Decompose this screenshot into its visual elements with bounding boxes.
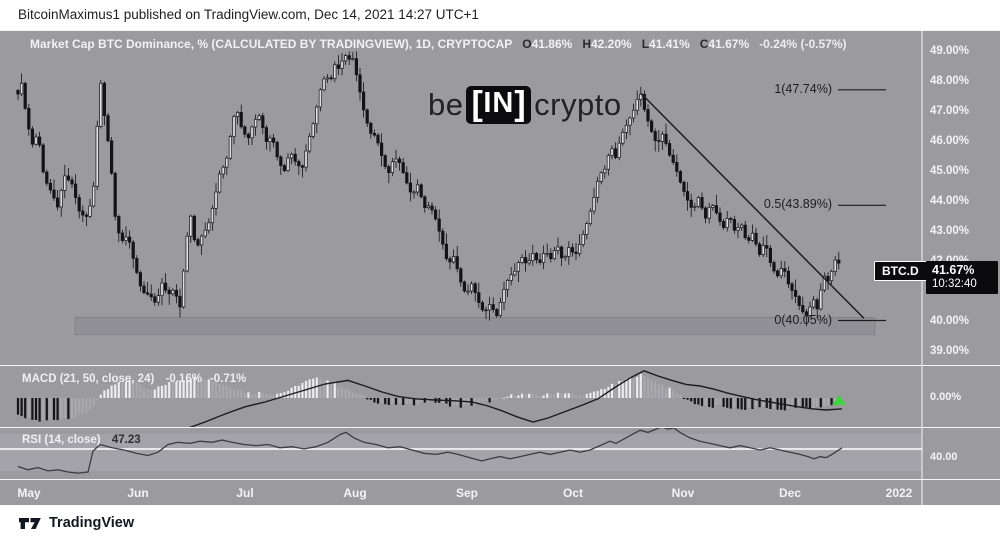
footer-bar: TradingView: [0, 505, 1000, 540]
price-tick: 40.00%: [930, 315, 970, 327]
price-tick: 47.00%: [930, 105, 970, 117]
ohlc-key: H: [582, 37, 591, 51]
price-tick: 45.00%: [930, 165, 970, 177]
price-tick: 49.00%: [930, 45, 970, 57]
price-tick: 43.00%: [930, 225, 970, 237]
bracket-close: ]: [514, 84, 527, 123]
chart-area[interactable]: Market Cap BTC Dominance, % (CALCULATED …: [0, 30, 1000, 505]
time-tick: Jun: [127, 486, 149, 500]
tradingview-brand: TradingView: [49, 514, 135, 531]
time-tick: May: [17, 486, 41, 500]
fib-level-label[interactable]: 1(47.74%): [774, 81, 832, 96]
watermark-box: [IN]: [466, 84, 532, 124]
rsi-title: RSI (14, close): [22, 434, 101, 446]
time-tick: Jul: [236, 486, 254, 500]
price-tick: 48.00%: [930, 75, 970, 87]
ohlc-values: O41.86% H42.20% L41.41% C41.67%: [512, 37, 749, 51]
time-tick: Oct: [562, 486, 584, 500]
change-value: -0.24% (-0.57%): [759, 37, 847, 51]
symbol-tag-wrap: BTC.D: [874, 261, 927, 281]
price-tick: 39.00%: [930, 345, 970, 357]
time-tick: Nov: [671, 486, 695, 500]
publish-text: BitcoinMaximus1 published on TradingView…: [18, 7, 479, 22]
macd-legend[interactable]: MACD (21, 50, close, 24) -0.16% -0.71%: [22, 373, 254, 385]
price-tick: 44.00%: [930, 195, 970, 207]
fib-level-label[interactable]: 0(40.05%): [774, 312, 832, 327]
ohlc-val: 42.20%: [591, 37, 632, 51]
ohlc-val: 41.86%: [531, 37, 573, 51]
time-tick: Sep: [455, 486, 479, 500]
ohlc-val: 41.67%: [708, 37, 750, 51]
last-price-tag: 41.67% 10:32:40: [926, 261, 998, 294]
watermark-in: IN: [483, 87, 515, 119]
macd-value: -0.71%: [209, 373, 247, 385]
macd-values: -0.16% -0.71%: [166, 373, 255, 385]
tradingview-logo-icon: [19, 517, 41, 529]
watermark-prefix: be: [428, 87, 464, 122]
chart-title: Market Cap BTC Dominance, % (CALCULATED …: [30, 37, 513, 51]
rsi-value: 47.23: [111, 434, 141, 446]
ohlc-key: C: [699, 37, 709, 51]
bar-countdown: 10:32:40: [932, 278, 977, 290]
last-price: 41.67%: [932, 263, 975, 277]
symbol-tag: BTC.D: [874, 261, 927, 281]
ohlc-key: O: [522, 37, 532, 51]
time-tick: Dec: [778, 486, 802, 500]
rsi-legend[interactable]: RSI (14, close) 47.23: [22, 434, 141, 446]
rsi-level-label: 40.00: [930, 451, 958, 463]
ohlc-val: 41.41%: [649, 37, 690, 51]
time-tick: 2022: [885, 486, 913, 500]
macd-zero-label: 0.00%: [930, 391, 962, 403]
macd-value: -0.16%: [165, 373, 202, 385]
beincrypto-watermark: be [IN] crypto: [428, 86, 622, 124]
chart-legend[interactable]: Market Cap BTC Dominance, % (CALCULATED …: [30, 37, 847, 51]
bracket-open: [: [471, 84, 484, 123]
watermark-suffix: crypto: [534, 87, 622, 122]
chart-canvas[interactable]: [0, 30, 1000, 505]
time-tick: Aug: [343, 486, 367, 500]
publish-bar: BitcoinMaximus1 published on TradingView…: [0, 0, 1000, 30]
ohlc-key: L: [641, 37, 650, 51]
fib-level-label[interactable]: 0.5(43.89%): [763, 197, 832, 212]
price-tick: 46.00%: [930, 135, 970, 147]
time-axis[interactable]: May Jun Jul Aug Sep Oct Nov Dec 2022: [0, 480, 1000, 505]
macd-title: MACD (21, 50, close, 24): [22, 373, 155, 385]
